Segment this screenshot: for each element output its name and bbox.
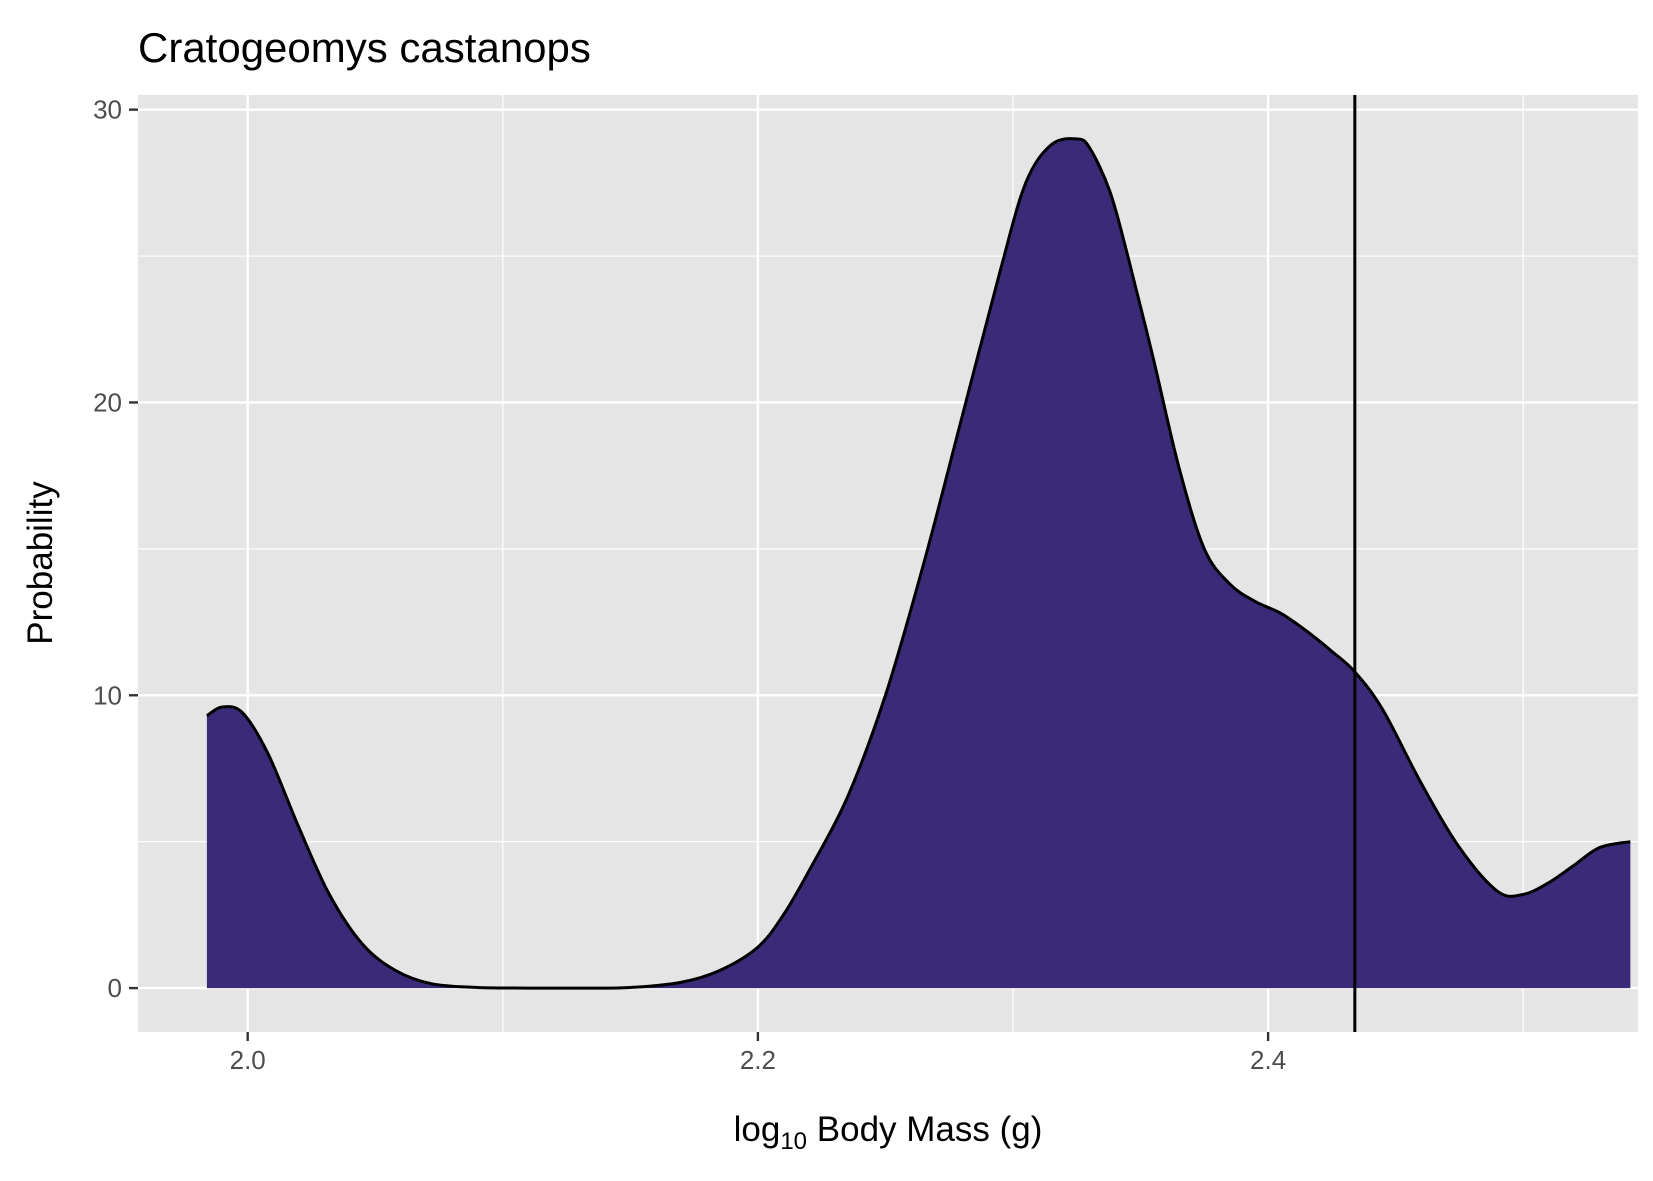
x-axis-title-subscript: 10: [780, 1128, 807, 1155]
y-axis: 0 10 20 30: [93, 95, 138, 1003]
x-axis-title-log: log: [734, 1110, 781, 1149]
x-tick-label: 2.4: [1250, 1045, 1286, 1075]
y-tick-label: 20: [93, 387, 122, 417]
y-tick-label: 0: [108, 973, 122, 1003]
y-tick-label: 30: [93, 95, 122, 125]
x-axis-title: log10 Body Mass (g): [734, 1110, 1043, 1155]
x-tick-label: 2.2: [740, 1045, 776, 1075]
density-curve: [206, 137, 1631, 990]
x-axis-title-rest: Body Mass (g): [807, 1110, 1042, 1149]
density-area: [206, 138, 1631, 989]
x-tick-label: 2.0: [230, 1045, 266, 1075]
y-axis-title: Probability: [21, 481, 60, 645]
chart-title: Cratogeomys castanops: [138, 24, 591, 71]
y-tick-label: 10: [93, 680, 122, 710]
density-layer: [206, 137, 1631, 990]
x-axis: 2.0 2.2 2.4: [230, 1032, 1286, 1075]
